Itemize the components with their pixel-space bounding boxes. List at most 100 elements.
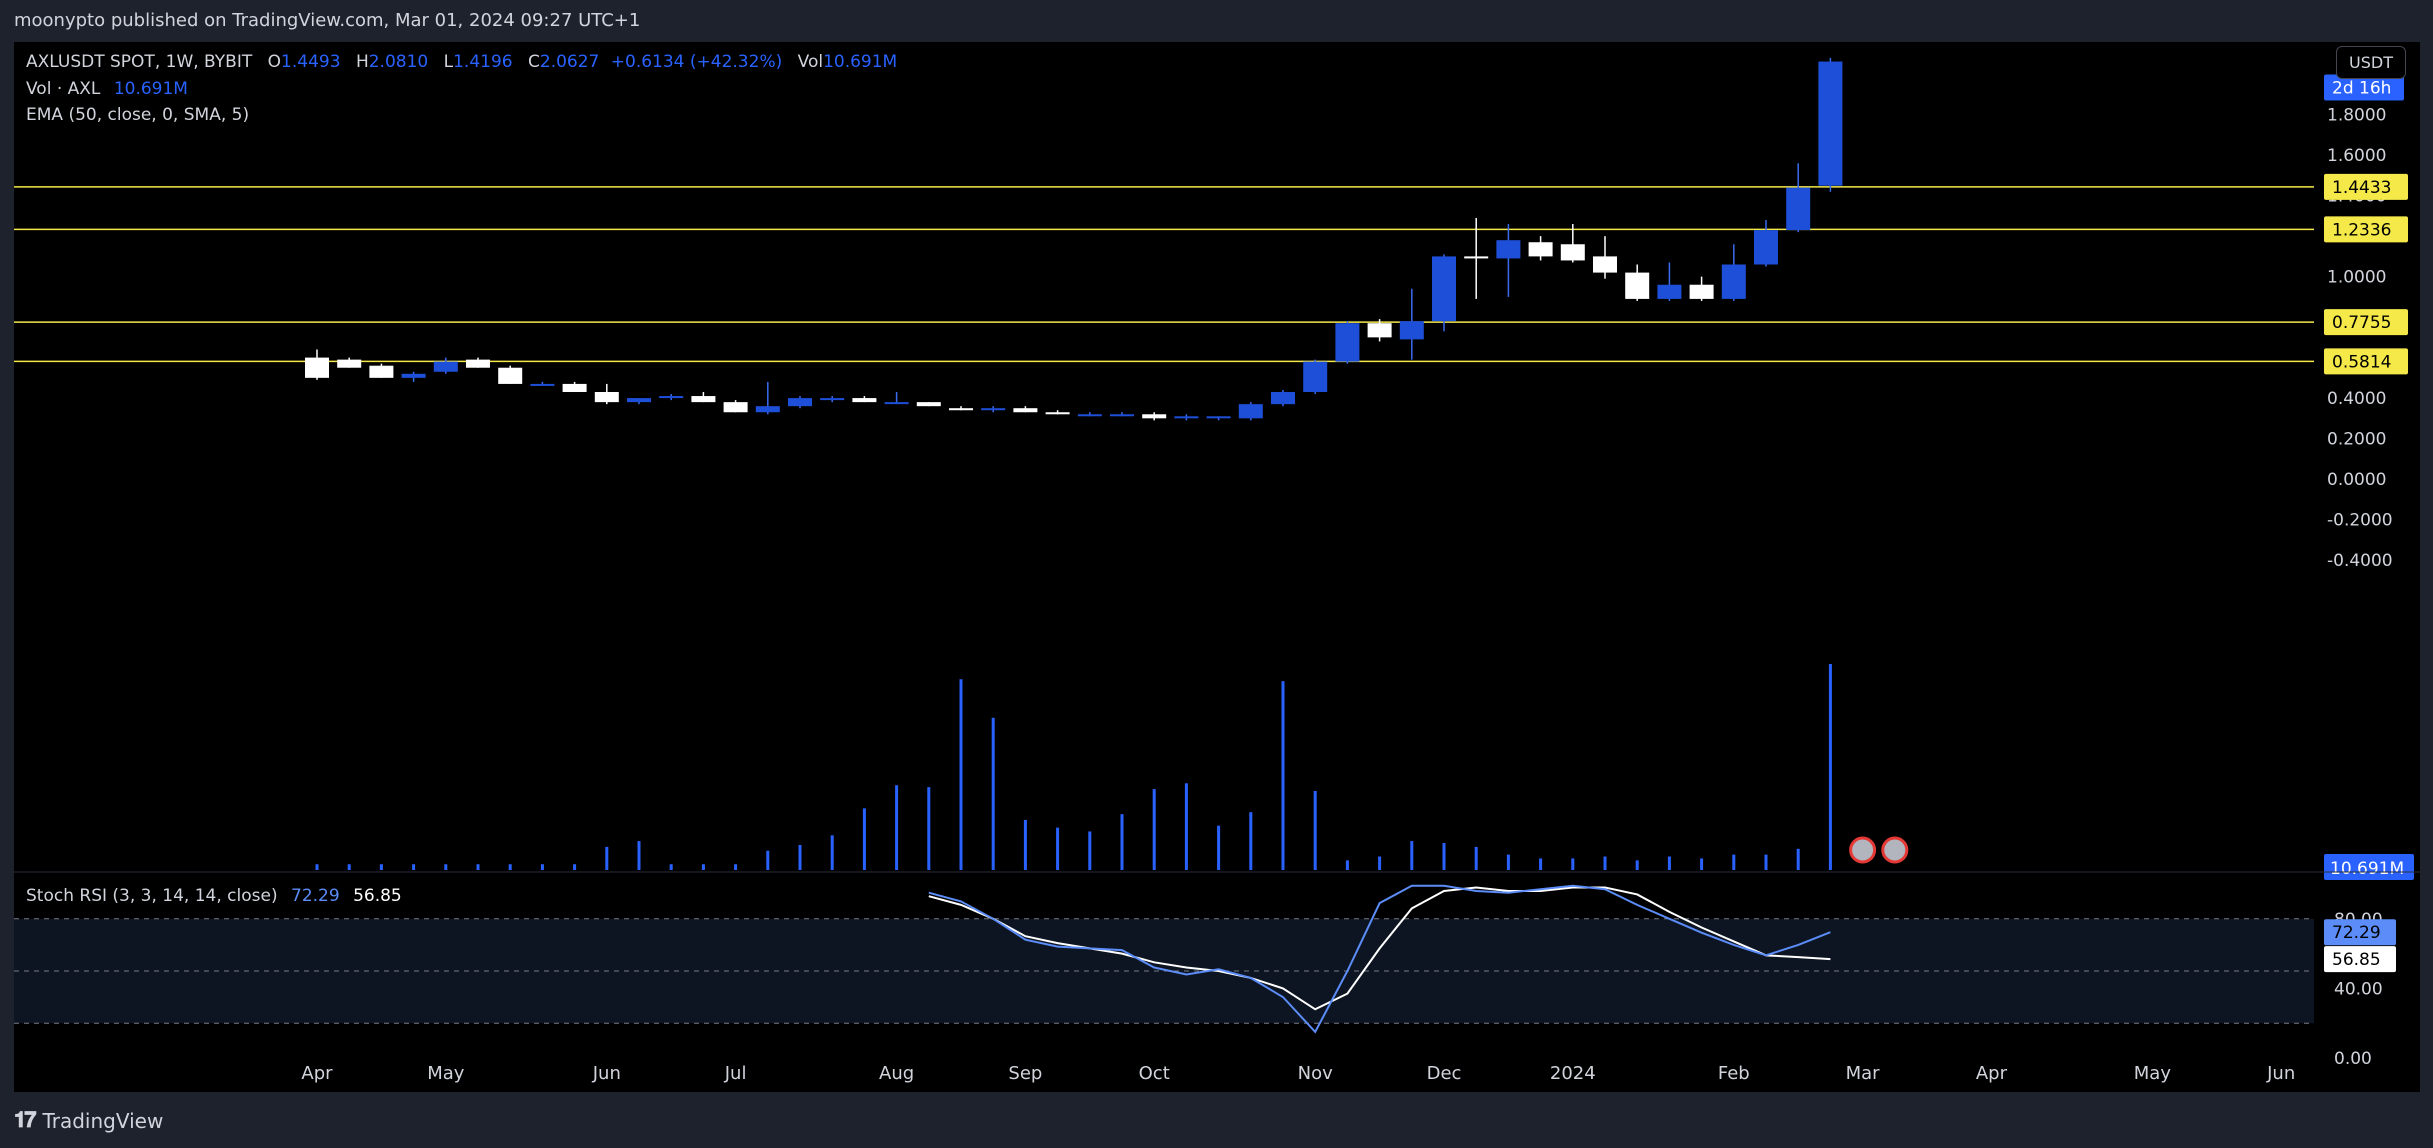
volume-bar: [508, 864, 512, 870]
level-price-tag-label: 1.4433: [2332, 178, 2391, 198]
stoch-k-tag: [2324, 919, 2396, 946]
level-price-tag-label: 0.5814: [2332, 352, 2391, 372]
volume-bar: [830, 835, 834, 870]
candle-body: [916, 402, 941, 407]
candle-body: [1625, 272, 1650, 299]
stoch-k-value: 72.29: [291, 886, 340, 906]
volume-bar: [1152, 789, 1156, 870]
candle-body: [369, 365, 394, 378]
volume-bar: [701, 864, 705, 870]
candle-body: [1786, 187, 1811, 231]
volume-bar: [347, 864, 351, 870]
candle-body: [852, 398, 877, 403]
level-price-tag: [2324, 348, 2408, 375]
time-tick-label: Mar: [1846, 1063, 1881, 1084]
stoch-k-tag-label: 72.29: [2332, 923, 2381, 943]
volume-bar: [1249, 812, 1253, 870]
price-tick-label: 1.6000: [2327, 146, 2386, 166]
volume-tag: [2324, 854, 2414, 880]
volume-legend[interactable]: Vol · AXL 10.691M: [26, 79, 188, 99]
footer-branding[interactable]: 𝟏𝟕 TradingView: [14, 1108, 163, 1133]
volume-bars: [315, 664, 1832, 870]
candle-body: [1206, 416, 1231, 419]
event-flag-icon[interactable]: [1849, 836, 1877, 864]
level-price-tag-label: 1.2336: [2332, 220, 2391, 240]
candle-body: [1754, 230, 1778, 265]
stoch-d-tag: [2324, 946, 2396, 973]
candle-body: [1464, 256, 1489, 259]
candle-body: [1077, 414, 1102, 417]
price-tick-label: 1.8000: [2327, 106, 2386, 126]
publisher-line: moonypto published on TradingView.com, M…: [14, 10, 641, 31]
volume-bar: [1667, 856, 1671, 870]
volume-bar: [1313, 790, 1317, 870]
low-value: 1.4196: [453, 52, 513, 72]
volume-bar: [1378, 856, 1382, 870]
horizontal-levels: [14, 186, 2314, 363]
candle-body: [1045, 412, 1070, 415]
candle-body: [401, 373, 426, 378]
price-axis: 1.80001.60001.40001.20001.00000.80000.60…: [2324, 74, 2414, 880]
candle-body: [1560, 244, 1585, 261]
chart-area[interactable]: 1.80001.60001.40001.20001.00000.80000.60…: [14, 42, 2420, 1092]
stoch-d-value: 56.85: [353, 886, 402, 906]
candle-body: [1721, 264, 1746, 299]
volume-bar: [1217, 825, 1221, 870]
candle-body: [1013, 408, 1038, 413]
countdown-tag-label: 2d 16h: [2332, 79, 2391, 99]
volume-bar: [476, 864, 480, 870]
volume-bar: [379, 864, 383, 870]
time-tick-label: Jun: [2266, 1063, 2295, 1084]
candle-body: [1432, 256, 1456, 322]
volume-bar: [1796, 848, 1800, 870]
ohlc-legend: AXLUSDT SPOT, 1W, BYBIT O1.4493 H2.0810 …: [26, 52, 897, 72]
currency-unit-button[interactable]: USDT: [2336, 46, 2406, 79]
candle-body: [1335, 323, 1360, 362]
price-tick-label: 0.2000: [2327, 430, 2386, 450]
candle-body: [466, 359, 490, 368]
chart-svg[interactable]: 1.80001.60001.40001.20001.00000.80000.60…: [14, 42, 2420, 1092]
volume-bar: [637, 841, 641, 870]
price-tick-label: 0.4000: [2327, 389, 2386, 409]
close-value: 2.0627: [539, 52, 600, 72]
volume-bar: [895, 785, 899, 870]
candle-body: [1657, 284, 1682, 299]
volume-bar: [1056, 827, 1060, 870]
volume-tag-label: 10.691M: [2330, 859, 2404, 879]
volume-bar: [315, 864, 319, 870]
candle-body: [1818, 61, 1843, 186]
candle-body: [498, 367, 523, 384]
level-price-tag: [2324, 173, 2408, 200]
stoch-label: Stoch RSI (3, 3, 14, 14, close): [26, 886, 278, 906]
volume-bar: [1184, 783, 1188, 870]
candle-body: [594, 392, 619, 403]
candle-body: [1142, 414, 1167, 419]
volume-bar: [1120, 814, 1124, 870]
open-label: O: [267, 52, 282, 72]
stoch-k-line: [928, 884, 1831, 1034]
ema-legend[interactable]: EMA (50, close, 0, SMA, 5): [26, 105, 249, 125]
volume-bar: [1571, 858, 1575, 870]
candle-body: [820, 398, 845, 401]
volume-bar: [734, 864, 738, 870]
volume-bar: [1700, 858, 1704, 870]
time-tick-label: Jul: [724, 1063, 747, 1084]
level-price-tag-label: 0.7755: [2332, 313, 2391, 333]
candle-body: [1174, 416, 1199, 419]
candle-body: [1399, 321, 1424, 340]
candle-body: [1238, 404, 1263, 419]
candle-body: [788, 398, 812, 407]
event-markers[interactable]: [1849, 836, 1909, 864]
candle-body: [337, 359, 362, 368]
volume-bar: [444, 864, 448, 870]
event-flag-icon[interactable]: [1881, 836, 1909, 864]
volume-bar: [1410, 841, 1414, 870]
volume-bar: [573, 864, 577, 870]
candle-body: [1110, 414, 1134, 417]
volume-bar: [669, 864, 673, 870]
volume-value: 10.691M: [823, 52, 898, 72]
price-tick-label: 1.0000: [2327, 268, 2386, 288]
stoch-legend[interactable]: Stoch RSI (3, 3, 14, 14, close) 72.29 56…: [26, 886, 402, 906]
time-tick-label: Sep: [1008, 1063, 1042, 1084]
high-value: 2.0810: [368, 52, 429, 72]
